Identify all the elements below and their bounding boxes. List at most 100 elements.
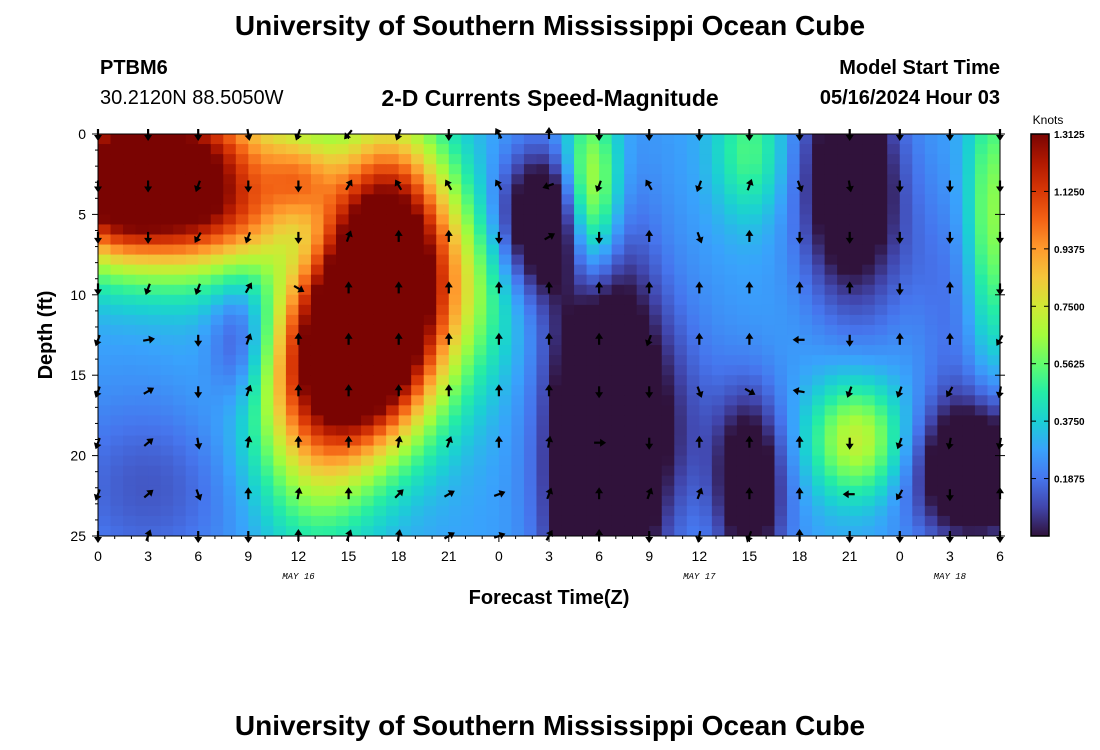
heatmap-cell: [98, 355, 112, 366]
heatmap-cell: [599, 284, 613, 296]
heatmap-cell: [323, 405, 337, 416]
heatmap-cell: [599, 264, 613, 276]
heatmap-cell: [423, 154, 437, 165]
heatmap-cell: [636, 405, 650, 416]
heatmap-cell: [135, 375, 149, 386]
heatmap-cell: [787, 294, 801, 306]
heatmap-cell: [724, 224, 738, 236]
heatmap-cell: [135, 244, 149, 256]
heatmap-cell: [987, 495, 1000, 507]
heatmap-cell: [899, 405, 913, 416]
heatmap-cell: [298, 345, 312, 356]
heatmap-cell: [348, 345, 362, 356]
heatmap-cell: [223, 455, 237, 467]
heatmap-cell: [398, 294, 412, 306]
heatmap-cell: [787, 304, 801, 316]
heatmap-cell: [887, 485, 901, 497]
heatmap-cell: [511, 174, 525, 185]
current-arrow: [494, 179, 503, 191]
heatmap-cell: [361, 415, 375, 427]
heatmap-cell: [498, 415, 513, 427]
heatmap-cell: [661, 345, 675, 356]
heatmap-cell: [298, 435, 312, 447]
heatmap-cell: [461, 174, 475, 185]
heatmap-cell: [423, 475, 437, 487]
heatmap-cell: [373, 154, 387, 165]
heatmap-cell: [123, 134, 137, 145]
heatmap-cell: [549, 515, 563, 527]
heatmap-cell: [148, 465, 162, 477]
heatmap-cell: [649, 515, 663, 527]
heatmap-cell: [273, 144, 287, 155]
heatmap-cell: [937, 335, 951, 346]
heatmap-cell: [486, 405, 500, 416]
heatmap-cell: [561, 304, 575, 316]
heatmap-cell: [624, 194, 638, 205]
heatmap-cell: [574, 264, 588, 276]
heatmap-cell: [98, 224, 112, 236]
heatmap-cell: [536, 505, 550, 517]
heatmap-cell: [160, 284, 174, 296]
heatmap-cell: [461, 204, 475, 215]
heatmap-cell: [874, 154, 888, 165]
current-arrow: [945, 437, 954, 450]
heatmap-cell: [987, 425, 1000, 437]
heatmap-cell: [436, 134, 450, 145]
heatmap-cell: [624, 244, 638, 256]
heatmap-cell: [699, 254, 713, 266]
heatmap-cell: [298, 204, 312, 215]
heatmap-cell: [298, 495, 312, 507]
heatmap-cell: [310, 515, 325, 527]
direction-arrows: [93, 127, 1004, 543]
current-arrow: [945, 386, 954, 398]
heatmap-cell: [423, 355, 437, 366]
heatmap-cell: [273, 385, 287, 396]
heatmap-cell: [736, 415, 751, 427]
heatmap-cell: [937, 304, 951, 316]
heatmap-cell: [98, 505, 112, 517]
heatmap-cell: [574, 184, 588, 195]
heatmap-cell: [574, 465, 588, 477]
heatmap-cell: [862, 144, 876, 155]
heatmap-cell: [874, 274, 888, 286]
heatmap-cell: [561, 134, 575, 145]
heatmap-cell: [874, 294, 888, 306]
heatmap-cell: [924, 294, 938, 306]
heatmap-cell: [248, 254, 262, 266]
heatmap-cell: [210, 174, 224, 185]
heatmap-cell: [624, 345, 638, 356]
heatmap-cell: [561, 194, 575, 205]
heatmap-cell: [636, 274, 650, 286]
heatmap-cell: [398, 224, 412, 236]
heatmap-cell: [674, 294, 688, 306]
heatmap-cell: [787, 395, 801, 406]
heatmap-cell: [736, 425, 751, 437]
heatmap-cell: [549, 194, 563, 205]
heatmap-cell: [348, 515, 362, 527]
current-arrow: [745, 178, 754, 191]
heatmap-cell: [899, 525, 913, 536]
current-arrow: [143, 387, 155, 395]
heatmap-cell: [586, 234, 600, 246]
heatmap-cell: [962, 335, 976, 346]
heatmap-cell: [373, 164, 387, 175]
heatmap-cell: [787, 134, 801, 145]
heatmap-cell: [123, 184, 137, 195]
heatmap-cell: [536, 184, 550, 195]
heatmap-cell: [599, 164, 613, 175]
heatmap-cell: [173, 284, 187, 296]
heatmap-cell: [912, 244, 926, 256]
heatmap-cell: [686, 395, 700, 406]
heatmap-cell: [649, 345, 663, 356]
heatmap-cell: [536, 375, 550, 386]
heatmap-cell: [336, 294, 350, 306]
heatmap-cell: [711, 395, 725, 406]
heatmap-cell: [824, 485, 838, 497]
heatmap-cell: [711, 324, 725, 336]
heatmap-cell: [699, 154, 713, 165]
heatmap-cell: [110, 415, 124, 427]
heatmap-cell: [248, 525, 262, 536]
heatmap-cell: [837, 515, 851, 527]
heatmap-cell: [824, 144, 838, 155]
heatmap-cell: [348, 465, 362, 477]
